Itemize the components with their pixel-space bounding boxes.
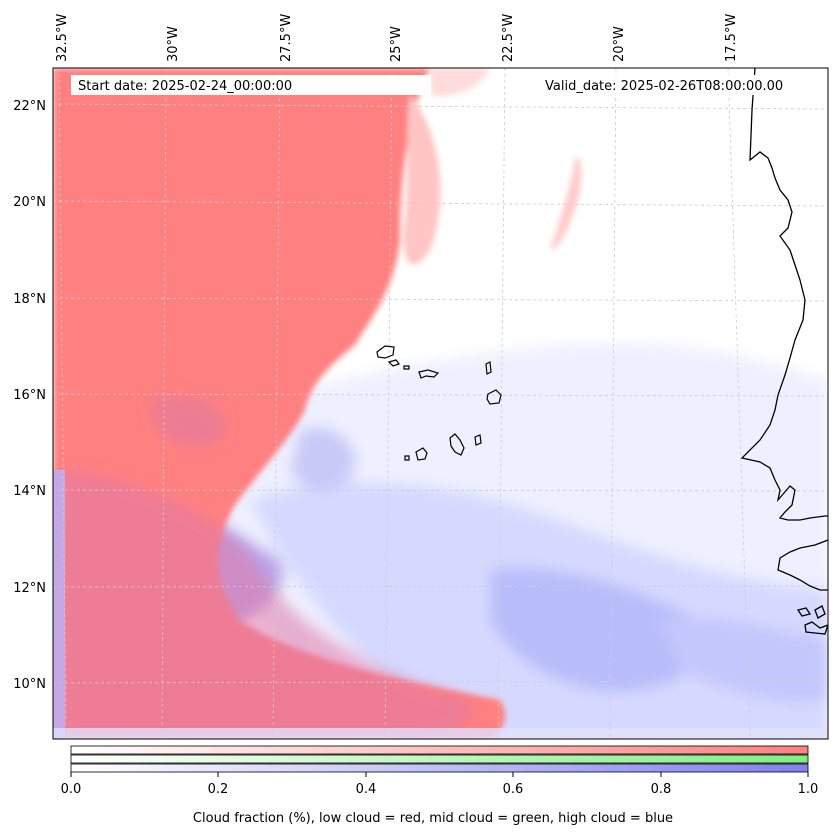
- lon-label: 25°W: [389, 26, 404, 62]
- lat-label: 16°N: [13, 388, 46, 403]
- colorbar-tick-label: 1.0: [798, 782, 819, 797]
- cape-verde-islands: [376, 345, 502, 461]
- island-santiago: [449, 433, 465, 456]
- africa-coastline: [740, 68, 828, 521]
- lon-label: 27.5°W: [279, 14, 294, 62]
- colorbar-tick-label: 0.2: [208, 782, 229, 797]
- left-edge-strip: [53, 470, 65, 739]
- colorbar-tick-label: 0.4: [356, 782, 377, 797]
- colorbar-high-cloud: [70, 763, 809, 773]
- island-sal: [485, 361, 492, 375]
- longitude-labels: 32.5°W 30°W 27.5°W 25°W 22.5°W 20°W 17.5…: [55, 14, 739, 62]
- colorbar-tick-label: 0.8: [651, 782, 672, 797]
- colorbar-ticks: [70, 772, 809, 777]
- colorbar: 0.0 0.2 0.4 0.6 0.8 1.0 Cloud fraction (…: [61, 745, 819, 826]
- lat-label: 14°N: [13, 484, 46, 499]
- lat-label: 22°N: [13, 99, 46, 114]
- graticule: [53, 68, 828, 739]
- colorbar-tick-label: 0.0: [61, 782, 82, 797]
- valid-date-box: [538, 75, 810, 95]
- guinea-coastline: [777, 539, 828, 591]
- island-maio: [474, 434, 482, 446]
- lon-label: 30°W: [166, 26, 181, 62]
- lat-label: 18°N: [13, 292, 46, 307]
- colorbar-tick-labels: 0.0 0.2 0.4 0.6 0.8 1.0: [61, 782, 819, 797]
- island-boa-vista: [486, 389, 502, 405]
- island-santa-luzia: [403, 365, 410, 370]
- lon-label: 17.5°W: [724, 14, 739, 62]
- latitude-labels: 22°N 20°N 18°N 16°N 14°N 12°N 10°N: [13, 99, 46, 692]
- island-sao-vicente: [387, 359, 400, 367]
- lon-label: 22.5°W: [501, 14, 516, 62]
- lat-label: 12°N: [13, 581, 46, 596]
- cloud-wisp: [550, 157, 582, 250]
- lon-label: 32.5°W: [55, 14, 70, 62]
- island-santo-antao: [376, 345, 395, 359]
- lon-label: 20°W: [612, 26, 627, 62]
- colorbar-tick-label: 0.6: [503, 782, 524, 797]
- map-panel: Start date: 2025-02-24_00:00:00 Valid_da…: [52, 67, 829, 740]
- colorbar-mid-cloud: [70, 754, 809, 764]
- coastlines: [740, 68, 828, 635]
- island-fogo: [415, 447, 428, 461]
- start-date-text: Start date: 2025-02-24_00:00:00: [78, 79, 292, 94]
- colorbar-low-cloud: [70, 745, 809, 755]
- island-sao-nicolau: [418, 369, 440, 379]
- lat-label: 20°N: [13, 195, 46, 210]
- bottom-edge-strip: [53, 728, 828, 739]
- valid-date-text: Valid_date: 2025-02-26T08:00:00.00: [545, 79, 783, 94]
- coast-fragment: [804, 621, 828, 635]
- bijagos-islands: [796, 605, 826, 619]
- island-brava: [404, 455, 410, 461]
- start-date-box: [71, 75, 431, 95]
- map-frame: [52, 67, 829, 740]
- colorbar-label: Cloud fraction (%), low cloud = red, mid…: [193, 811, 673, 826]
- lat-label: 10°N: [13, 677, 46, 692]
